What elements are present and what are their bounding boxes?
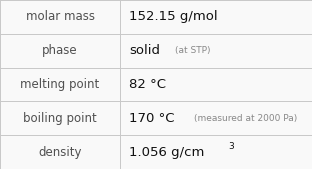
Text: 170 °C: 170 °C (129, 112, 175, 125)
Text: 152.15 g/mol: 152.15 g/mol (129, 10, 218, 23)
Text: 82 °C: 82 °C (129, 78, 167, 91)
Text: molar mass: molar mass (26, 10, 95, 23)
Text: (at STP): (at STP) (175, 46, 211, 55)
Text: phase: phase (42, 44, 78, 57)
Text: (measured at 2000 Pa): (measured at 2000 Pa) (194, 114, 297, 123)
Text: 1.056 g/cm: 1.056 g/cm (129, 146, 205, 159)
Text: melting point: melting point (20, 78, 100, 91)
Text: density: density (38, 146, 82, 159)
Text: solid: solid (129, 44, 160, 57)
Text: 3: 3 (228, 142, 234, 151)
Text: boiling point: boiling point (23, 112, 97, 125)
